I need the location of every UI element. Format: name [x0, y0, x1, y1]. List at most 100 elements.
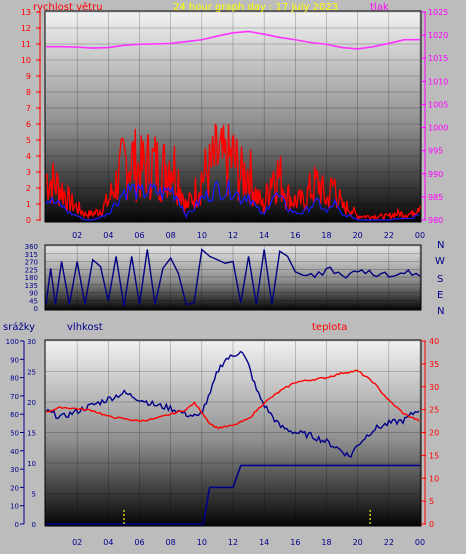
direction-y-tick-label: 360: [25, 243, 38, 251]
wind-x-tick-label: 22: [384, 231, 394, 240]
wind-x-tick-label: 06: [134, 231, 144, 240]
wind-x-tick-label: 02: [72, 231, 82, 240]
temperature-y-tick-label: 20: [429, 429, 439, 438]
temperature-y-tick-label: 40: [429, 337, 439, 346]
pressure-line: [46, 30, 420, 50]
wind-y-tick-label: 6: [26, 120, 31, 129]
wind-y-tick-label: 7: [26, 104, 31, 113]
direction-y-tick-label: 90: [29, 290, 38, 298]
humidity-line: [45, 350, 420, 458]
humidity-label: vlhkost: [67, 322, 103, 333]
pressure-y-tick-label: 1025: [428, 8, 448, 17]
pressure-y-tick-label: 1020: [428, 31, 448, 40]
wind-x-tick-label: 04: [103, 231, 113, 240]
temperature-y-tick-label: 10: [429, 474, 439, 483]
wind-y-tick-label: 9: [26, 72, 31, 81]
humidity-y-tick-label: 25: [27, 369, 36, 377]
humidity-x-tick-label: 06: [134, 538, 144, 547]
compass-n-bottom: N: [437, 306, 444, 317]
humidity-y-tick-label: 20: [27, 399, 36, 407]
precip-label: srážky: [3, 321, 35, 333]
wind-x-tick-label: 08: [166, 231, 176, 240]
humidity-x-tick-label: 10: [197, 538, 207, 547]
wind-y-tick-label: 13: [21, 8, 31, 17]
wind-y-tick-label: 4: [26, 152, 31, 161]
humidity-x-tick-label: 22: [384, 538, 394, 547]
pressure-y-tick-label: 980: [428, 216, 443, 225]
pressure-y-tick-label: 1005: [428, 100, 448, 109]
wind-y-tick-label: 11: [21, 40, 31, 49]
pressure-y-tick-label: 985: [428, 193, 443, 202]
temperature-label: teplota: [312, 322, 347, 333]
precip-y-tick-label: 50: [10, 430, 19, 438]
wind-y-tick-label: 0: [26, 216, 31, 225]
compass-n-top: N: [437, 240, 444, 251]
humidity-x-tick-label: 14: [259, 538, 269, 547]
wind-speed-label: rychlost větru: [33, 1, 103, 13]
wind-y-tick-label: 8: [26, 88, 31, 97]
wind-y-tick-label: 2: [26, 184, 31, 193]
pressure-y-tick-label: 1015: [428, 54, 448, 63]
wind-y-tick-label: 3: [26, 168, 31, 177]
temperature-y-tick-label: 30: [429, 383, 439, 392]
precip-y-tick-label: 10: [10, 503, 19, 511]
wind-x-tick-label: 18: [321, 231, 331, 240]
compass-s: S: [437, 274, 443, 285]
wind-y-tick-label: 12: [21, 24, 31, 33]
humidity-x-tick-label: 12: [228, 538, 238, 547]
direction-y-tick-label: 135: [25, 282, 38, 290]
precip-y-tick-label: 90: [10, 356, 19, 364]
humidity-y-tick-label: 30: [27, 338, 36, 346]
direction-y-tick-label: 0: [34, 305, 38, 313]
pressure-y-tick-label: 990: [428, 170, 443, 179]
wind-y-tick-label: 10: [21, 56, 31, 65]
wind-y-tick-label: 5: [26, 136, 31, 145]
wind-gust-line: [45, 123, 421, 221]
humidity-x-tick-label: 20: [353, 538, 363, 547]
wind-x-tick-label: 10: [197, 231, 207, 240]
wind-x-tick-label: 00: [415, 231, 425, 240]
humidity-x-tick-label: 00: [415, 538, 425, 547]
precip-y-tick-label: 40: [10, 448, 19, 456]
pressure-y-tick-label: 995: [428, 147, 443, 156]
wind-direction-line: [45, 248, 421, 307]
temperature-y-tick-label: 35: [429, 360, 439, 369]
temperature-y-tick-label: 25: [429, 406, 439, 415]
precip-y-tick-label: 60: [10, 411, 19, 419]
compass-e: E: [437, 290, 443, 301]
humidity-y-tick-label: 15: [27, 430, 36, 438]
humidity-y-tick-label: 0: [32, 521, 36, 529]
pressure-label: tlak: [370, 2, 389, 13]
humidity-x-tick-label: 08: [166, 538, 176, 547]
direction-y-tick-label: 270: [25, 259, 38, 267]
direction-y-tick-label: 225: [25, 266, 38, 274]
wind-x-tick-label: 20: [353, 231, 363, 240]
temperature-y-tick-label: 0: [429, 520, 434, 529]
direction-y-tick-label: 315: [25, 251, 38, 259]
humidity-y-tick-label: 10: [27, 460, 36, 468]
precip-y-tick-label: 80: [10, 375, 19, 383]
wind-x-tick-label: 12: [228, 231, 238, 240]
humidity-x-tick-label: 16: [290, 538, 300, 547]
temperature-line: [45, 369, 420, 430]
humidity-x-tick-label: 02: [72, 538, 82, 547]
wind-y-tick-label: 1: [26, 200, 31, 209]
wind-x-tick-label: 16: [290, 231, 300, 240]
temperature-y-tick-label: 15: [429, 451, 439, 460]
compass-w: W: [435, 256, 445, 267]
precip-y-tick-label: 0: [15, 521, 19, 529]
precip-y-tick-label: 70: [10, 393, 19, 401]
humidity-y-tick-label: 5: [32, 491, 36, 499]
temperature-y-tick-label: 5: [429, 497, 434, 506]
wind-x-tick-label: 14: [259, 231, 269, 240]
pressure-y-tick-label: 1000: [428, 124, 448, 133]
direction-y-tick-label: 45: [29, 297, 38, 305]
chart-title: 24 hour graph day : 17 July 2023: [173, 2, 338, 13]
humidity-x-tick-label: 04: [103, 538, 113, 547]
precip-y-tick-label: 100: [6, 338, 19, 346]
wind-average-line: [45, 179, 420, 221]
humidity-x-tick-label: 18: [321, 538, 331, 547]
direction-y-tick-label: 180: [25, 274, 38, 282]
precip-y-tick-label: 30: [10, 466, 19, 474]
